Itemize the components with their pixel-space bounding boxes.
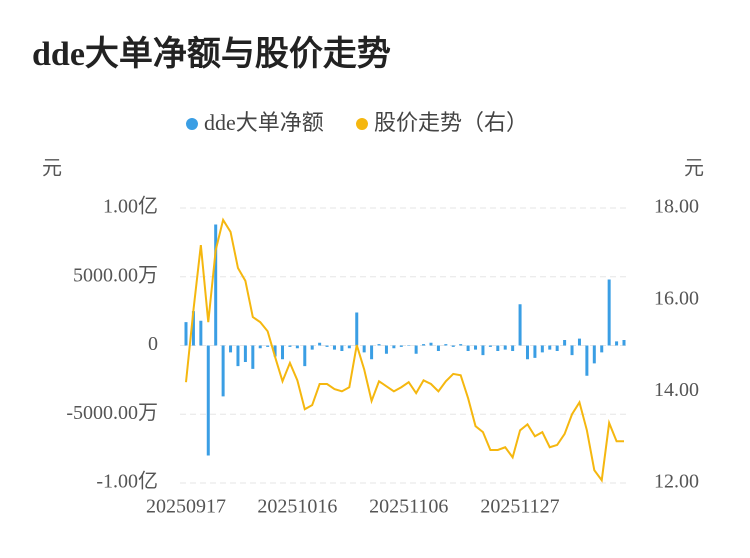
bar [332,345,336,350]
bar [622,340,626,346]
bar [592,345,596,364]
bar [414,345,418,354]
y-tick-label: 5000.00万 [73,264,158,286]
bar [303,345,307,367]
bar [577,338,581,346]
legend-marker [186,118,198,130]
bar [384,345,388,354]
bar [191,311,195,346]
bar [318,342,322,346]
bar [548,345,552,350]
bar [251,345,255,369]
bar [459,344,463,346]
bar [488,345,492,347]
bar [340,345,344,351]
bar [206,345,210,456]
bar [347,345,351,349]
bar [436,345,440,351]
bar [585,345,589,376]
bar [355,312,359,346]
bar [295,345,299,349]
x-tick-label: 20250917 [146,496,226,518]
y2-axis-unit: 元 [684,158,704,180]
bar [266,345,270,347]
bar [570,345,574,356]
bar [399,345,403,347]
bar [236,345,240,367]
bar [243,345,247,362]
x-tick-label: 20251127 [480,496,559,518]
bar [533,345,537,358]
y-axis-unit: 元 [42,158,62,180]
y2-tick-label: 16.00 [654,287,699,309]
legend-marker [356,118,368,130]
bar [422,344,426,346]
bar [481,345,485,356]
bar [615,341,619,346]
bar [281,345,285,360]
bar [273,345,277,357]
bar [525,345,529,360]
y2-tick-label: 18.00 [654,196,699,218]
y2-tick-label: 14.00 [654,379,699,401]
y-tick-label: -1.00亿 [96,470,158,493]
bar [199,320,203,346]
y-tick-label: 1.00亿 [103,195,158,218]
bar [563,340,567,346]
x-tick-label: 20251106 [369,496,448,518]
bar [511,345,515,351]
bar [377,344,381,346]
bar [429,342,433,346]
bar [370,345,374,360]
bar [229,345,233,353]
legend-label: dde大单净额 [204,110,324,135]
chart-title: dde大单净额与股价走势 [32,35,391,73]
price-line [185,217,624,483]
bar [444,344,448,346]
bar [518,304,522,346]
bar [474,345,478,350]
bar [496,345,500,351]
bar [600,345,604,353]
bar [555,345,559,351]
legend-label: 股价走势（右） [374,110,528,135]
bar [392,345,396,349]
y-tick-label: -5000.00万 [66,402,158,424]
bar [451,345,455,347]
bar [214,224,218,346]
bar [466,345,470,351]
bar [184,322,188,346]
bar [362,345,366,353]
bar [288,345,292,347]
bar [325,345,329,347]
bar [310,345,314,350]
x-tick-label: 20251016 [257,496,337,518]
y-tick-label: 0 [148,333,158,355]
y2-tick-label: 12.00 [654,471,699,493]
bar [221,345,225,397]
bar [503,345,507,350]
bar [540,345,544,353]
bar [407,345,411,346]
bar [258,345,262,349]
bar [607,279,611,346]
